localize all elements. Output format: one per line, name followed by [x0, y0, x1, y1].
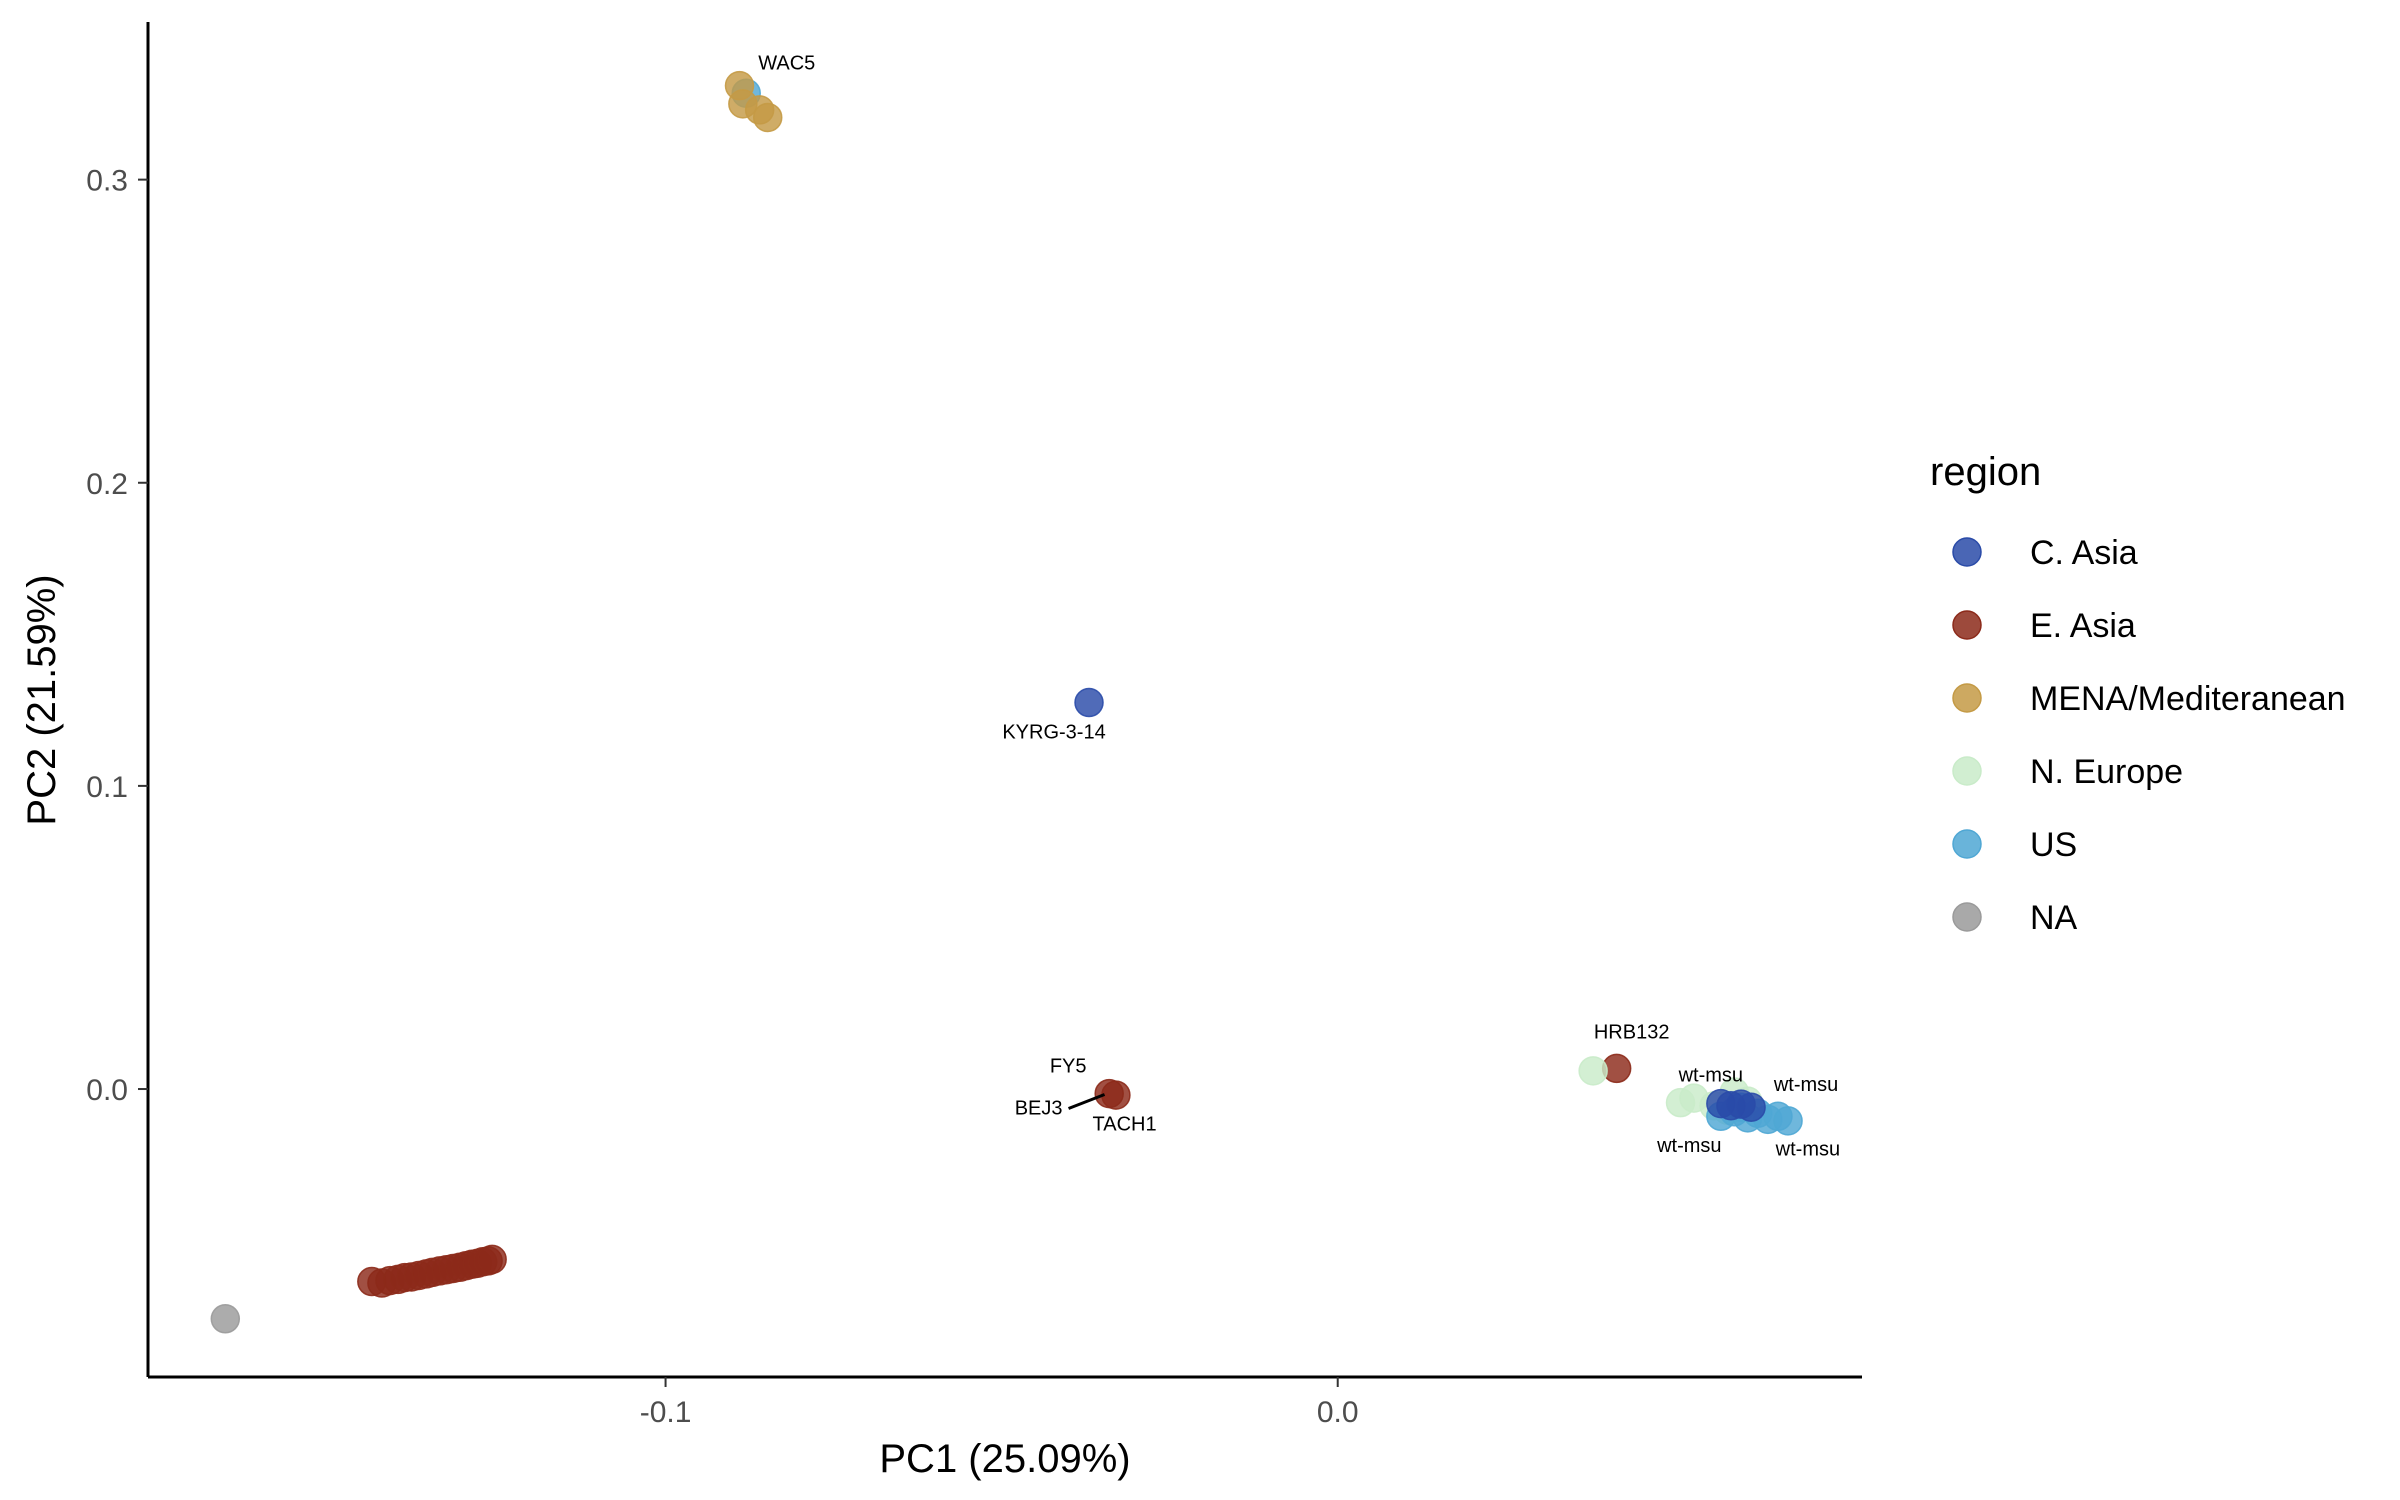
legend-key	[1952, 902, 1982, 932]
legend: region C. Asia E. Asia MENA/Mediteranean N.…	[1930, 450, 2346, 937]
point-label: wt-msu	[1773, 1074, 1838, 1096]
legend-label: N. Europe	[2030, 753, 2183, 791]
data-point	[210, 1304, 241, 1334]
x-axis-title: PC1 (25.09%)	[879, 1437, 1130, 1481]
legend-key	[1952, 537, 1982, 567]
data-point	[1773, 1106, 1803, 1136]
legend-key	[1952, 610, 1982, 640]
legend-entry: N. Europe	[1952, 753, 2183, 791]
legend-key	[1952, 829, 1982, 859]
y-tick-label: 0.1	[86, 771, 128, 804]
y-tick-label: 0.2	[86, 468, 128, 501]
legend-entries: C. Asia E. Asia MENA/Mediteranean N. Europe…	[1952, 534, 2346, 937]
points-layer	[210, 70, 1803, 1334]
point-label: wt-msu	[1678, 1065, 1743, 1087]
x-ticks: -0.1 0.0	[640, 1377, 1359, 1429]
legend-label: E. Asia	[2030, 607, 2136, 645]
legend-title: region	[1930, 450, 2041, 494]
legend-label: NA	[2030, 899, 2078, 937]
data-point	[1074, 687, 1104, 718]
legend-label: MENA/Mediteranean	[2030, 680, 2346, 718]
series-c-asia	[1074, 687, 1766, 1122]
y-tick-label: 0.3	[86, 165, 128, 198]
y-tick-label: 0.0	[86, 1074, 128, 1107]
legend-label: C. Asia	[2030, 534, 2138, 572]
legend-key	[1952, 683, 1982, 713]
legend-entry: NA	[1952, 899, 2078, 937]
point-label: FY5	[1050, 1055, 1087, 1077]
legend-entry: E. Asia	[1952, 607, 2136, 645]
point-label: BEJ3	[1015, 1097, 1063, 1119]
point-label: WAC5	[758, 53, 815, 75]
point-label: wt-msu	[1656, 1135, 1721, 1157]
axis-layer: -0.1 0.0 0.0 0.1 0.2 0.3 PC1 (25.09%) PC2 (2…	[20, 22, 1862, 1481]
x-tick-label: 0.0	[1317, 1396, 1359, 1429]
x-tick-label: -0.1	[640, 1396, 692, 1429]
legend-label: US	[2030, 826, 2077, 864]
data-point	[752, 102, 783, 133]
data-point	[477, 1244, 507, 1275]
annotation-layer: WAC5 KYRG-3-14 HRB132 FY5 BEJ3 TACH1 wt-msu wt-…	[758, 53, 1840, 1161]
series-us	[731, 78, 1803, 1136]
point-label: wt-msu	[1775, 1138, 1840, 1160]
point-label: HRB132	[1594, 1021, 1670, 1043]
legend-key	[1952, 756, 1982, 786]
series-e-asia	[357, 1053, 1632, 1298]
legend-entry: C. Asia	[1952, 534, 2138, 572]
point-label: TACH1	[1093, 1113, 1157, 1135]
data-point	[1578, 1056, 1608, 1086]
point-label: KYRG-3-14	[1002, 722, 1105, 744]
data-point	[1094, 1078, 1124, 1109]
y-axis-title: PC2 (21.59%)	[20, 574, 64, 825]
series-mena-mediteranean	[724, 70, 783, 133]
series-na	[210, 1304, 241, 1334]
y-ticks: 0.0 0.1 0.2 0.3	[86, 165, 148, 1107]
legend-entry: MENA/Mediteranean	[1952, 680, 2346, 718]
legend-entry: US	[1952, 826, 2077, 864]
annotation-leader-line	[1068, 1093, 1106, 1110]
data-point	[1736, 1092, 1766, 1122]
